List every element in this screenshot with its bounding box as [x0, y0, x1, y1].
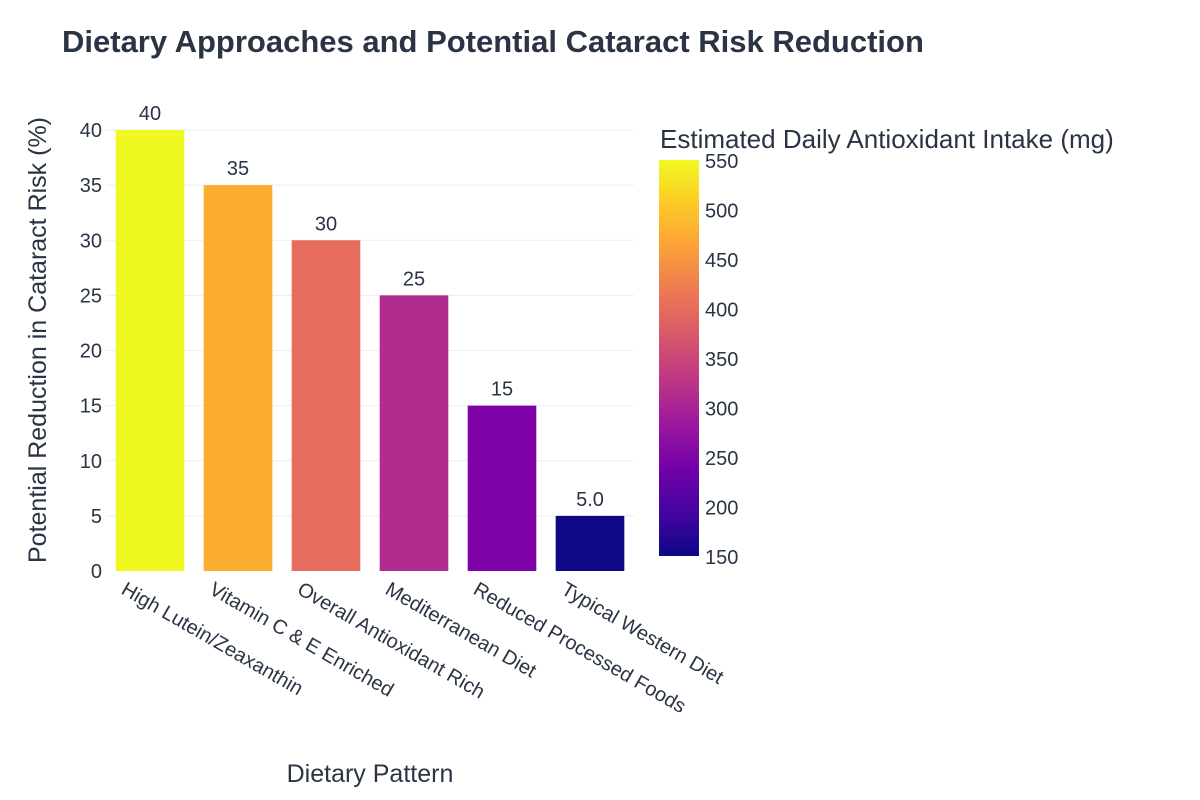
colorbar-tick-label: 250: [705, 448, 738, 470]
y-tick-label: 30: [80, 230, 102, 252]
y-tick-label: 40: [80, 120, 102, 142]
colorbar-tick-label: 450: [705, 250, 738, 272]
colorbar-tick-label: 400: [705, 300, 738, 322]
y-tick-label: 25: [80, 285, 102, 307]
x-axis-title: Dietary Pattern: [287, 760, 454, 788]
colorbar: [659, 160, 699, 556]
bar-value-label: 5.0: [576, 489, 604, 511]
bar: [467, 405, 537, 571]
y-tick-label: 15: [80, 396, 102, 418]
bar-value-label: 30: [315, 213, 337, 235]
y-tick-label: 5: [91, 506, 102, 528]
bar: [115, 130, 185, 571]
colorbar-tick-label: 200: [705, 498, 738, 520]
bar-value-label: 15: [491, 379, 513, 401]
y-axis-title: Potential Reduction in Cataract Risk (%): [24, 117, 52, 563]
colorbar-tick-label: 300: [705, 399, 738, 421]
colorbar-ticks: 150 200 250 300 350 400 450 500 550: [705, 151, 738, 569]
colorbar-tick-label: 550: [705, 151, 738, 173]
bar: [379, 295, 449, 571]
colorbar-title: Estimated Daily Antioxidant Intake (mg): [660, 124, 1114, 154]
bar-value-label: 35: [227, 158, 249, 180]
bars: 40 35 30 25 15 5.0: [115, 103, 625, 571]
chart-title: Dietary Approaches and Potential Catarac…: [62, 24, 924, 59]
y-tick-label: 20: [80, 341, 102, 363]
colorbar-tick-label: 350: [705, 349, 738, 371]
x-tick-label: Mediterranean Diet: [382, 578, 541, 682]
bar-value-label: 25: [403, 268, 425, 290]
bar: [555, 515, 625, 571]
grid: [106, 129, 634, 517]
bar: [203, 185, 273, 571]
y-tick-label: 35: [80, 175, 102, 197]
colorbar-tick-label: 500: [705, 201, 738, 223]
bar: [291, 240, 361, 571]
y-tick-label: 0: [91, 561, 102, 583]
colorbar-tick-label: 150: [705, 547, 738, 569]
bar-value-label: 40: [139, 103, 161, 125]
y-tick-label: 10: [80, 451, 102, 473]
y-axis-ticks: 0 5 10 15 20 25 30 35 40: [80, 120, 102, 583]
